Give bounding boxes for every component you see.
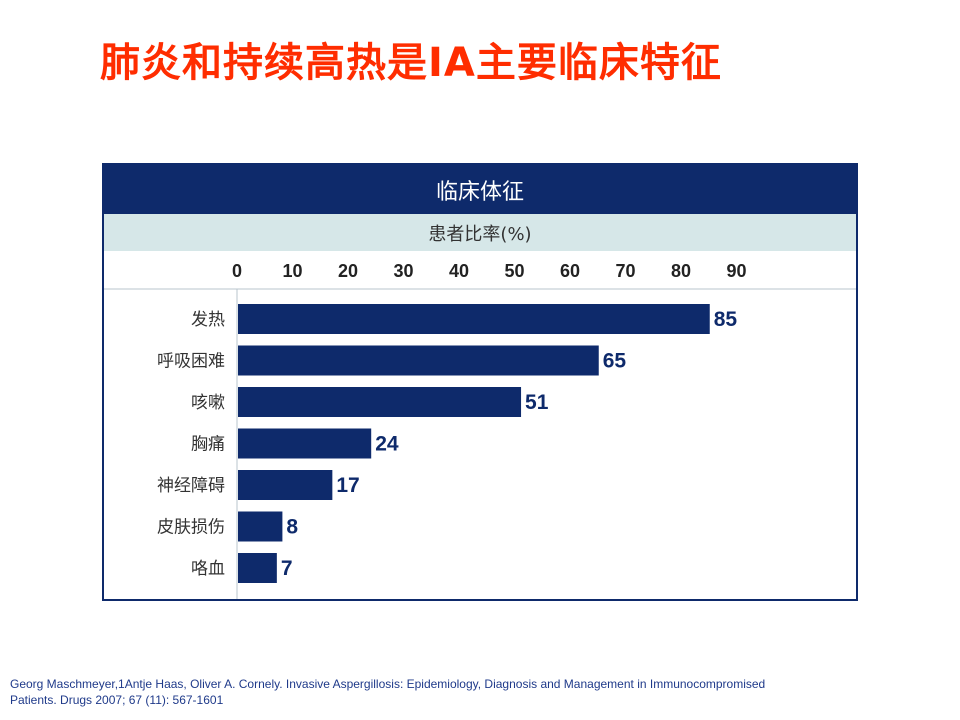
bar xyxy=(238,428,372,459)
category-label: 胸痛 xyxy=(191,435,225,455)
x-tick-label: 30 xyxy=(393,261,413,281)
data-label: 8 xyxy=(286,516,298,539)
category-label: 神经障碍 xyxy=(157,476,225,496)
x-tick-label: 10 xyxy=(282,261,302,281)
bar xyxy=(238,553,277,583)
category-label: 呼吸困难 xyxy=(157,352,225,372)
data-label: 51 xyxy=(525,391,549,414)
chart-title: 临床体征 xyxy=(104,165,856,214)
category-label: 皮肤损伤 xyxy=(157,518,225,538)
category-label: 咯血 xyxy=(191,559,225,579)
data-label: 85 xyxy=(714,308,738,331)
bar xyxy=(238,345,599,376)
x-tick-label: 80 xyxy=(671,261,691,281)
x-tick-label: 40 xyxy=(449,261,469,281)
category-label: 咳嗽 xyxy=(191,393,225,413)
axis-label: 患者比率(%) xyxy=(104,214,856,251)
slide-title: 肺炎和持续高热是IA主要临床特征 xyxy=(100,40,722,86)
data-label: 65 xyxy=(603,350,627,373)
bar xyxy=(238,304,710,334)
data-label: 17 xyxy=(336,474,359,497)
data-label: 24 xyxy=(375,433,399,456)
data-label: 7 xyxy=(281,557,293,580)
bar-chart: 0 10 20 30 40 50 60 70 80 90 发热 85 呼吸困难 65 咳嗽 51 胸痛 24 神经障… xyxy=(104,261,856,599)
x-tick-label: 60 xyxy=(560,261,580,281)
x-tick-label: 50 xyxy=(504,261,524,281)
category-label: 发热 xyxy=(191,310,225,330)
bar xyxy=(238,387,522,417)
x-tick-label: 70 xyxy=(615,261,635,281)
bar xyxy=(238,511,283,542)
x-tick-label: 20 xyxy=(338,261,358,281)
chart-panel: 临床体征 患者比率(%) 0 10 20 30 40 50 60 70 80 90 发热 85 呼吸困难… xyxy=(102,163,858,601)
x-tick-label: 90 xyxy=(726,261,746,281)
bar xyxy=(238,470,333,500)
x-tick-label: 0 xyxy=(232,261,242,281)
citation: Georg Maschmeyer,1Antje Haas, Oliver A. … xyxy=(10,677,766,707)
